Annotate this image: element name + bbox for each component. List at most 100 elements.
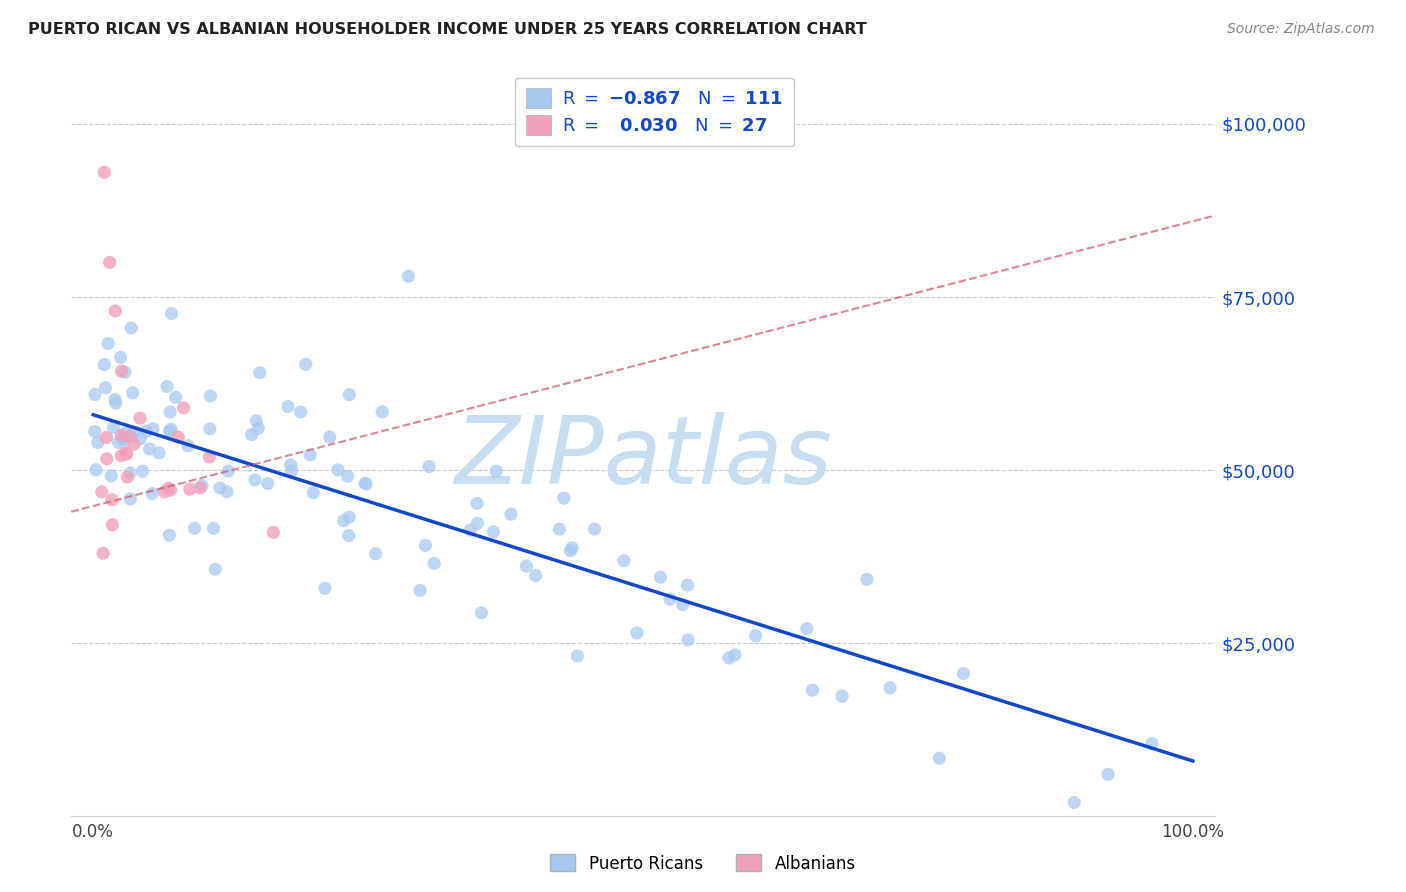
Point: [157, 528, 180, 542]
Point: [650, 570, 672, 584]
Point: [167, 430, 190, 444]
Point: [398, 269, 420, 284]
Point: [153, 484, 176, 499]
Point: [117, 470, 139, 484]
Point: [659, 592, 682, 607]
Point: [101, 517, 124, 532]
Point: [120, 466, 142, 480]
Point: [952, 666, 974, 681]
Point: [204, 562, 226, 576]
Point: [120, 321, 142, 335]
Point: [96, 451, 118, 466]
Point: [485, 464, 508, 478]
Legend: Puerto Ricans, Albanians: Puerto Ricans, Albanians: [544, 847, 862, 880]
Point: [262, 525, 284, 540]
Point: [104, 304, 127, 318]
Point: [131, 464, 153, 478]
Text: Source: ZipAtlas.com: Source: ZipAtlas.com: [1227, 22, 1375, 37]
Point: [524, 568, 547, 582]
Point: [796, 622, 818, 636]
Point: [91, 546, 114, 560]
Point: [100, 468, 122, 483]
Point: [724, 648, 747, 662]
Point: [295, 357, 318, 371]
Point: [177, 439, 200, 453]
Point: [179, 482, 201, 496]
Point: [101, 492, 124, 507]
Point: [110, 364, 132, 378]
Point: [114, 445, 136, 459]
Point: [243, 473, 266, 487]
Point: [124, 425, 146, 439]
Point: [103, 420, 125, 434]
Point: [336, 469, 359, 483]
Point: [831, 689, 853, 703]
Point: [423, 557, 446, 571]
Point: [188, 481, 211, 495]
Point: [354, 476, 377, 491]
Point: [121, 385, 143, 400]
Point: [198, 450, 221, 464]
Point: [104, 392, 127, 407]
Point: [240, 427, 263, 442]
Point: [159, 424, 181, 438]
Point: [202, 521, 225, 535]
Point: [122, 437, 145, 451]
Point: [118, 429, 141, 443]
Point: [561, 541, 583, 555]
Point: [1063, 796, 1085, 810]
Point: [114, 425, 136, 440]
Point: [104, 396, 127, 410]
Point: [302, 485, 325, 500]
Point: [107, 435, 129, 450]
Point: [115, 447, 138, 461]
Point: [290, 405, 312, 419]
Point: [83, 425, 105, 439]
Point: [326, 463, 349, 477]
Point: [676, 632, 699, 647]
Point: [245, 414, 267, 428]
Point: [114, 365, 136, 379]
Point: [418, 459, 440, 474]
Point: [114, 433, 136, 447]
Point: [482, 524, 505, 539]
Point: [717, 651, 740, 665]
Point: [676, 578, 699, 592]
Point: [183, 521, 205, 535]
Point: [148, 446, 170, 460]
Point: [141, 486, 163, 500]
Point: [567, 648, 589, 663]
Point: [548, 522, 571, 536]
Point: [142, 422, 165, 436]
Point: [208, 481, 231, 495]
Point: [129, 432, 152, 446]
Legend: $\mathregular{R\ =\ }$$\mathbf{-0.867}$$\mathregular{\ \ \ N\ =\ }$$\mathbf{111}: $\mathregular{R\ =\ }$$\mathbf{-0.867}$$…: [515, 78, 793, 146]
Point: [280, 464, 302, 478]
Point: [354, 476, 377, 491]
Point: [215, 484, 238, 499]
Point: [93, 358, 115, 372]
Point: [96, 431, 118, 445]
Point: [337, 510, 360, 524]
Point: [337, 388, 360, 402]
Point: [249, 366, 271, 380]
Point: [156, 379, 179, 393]
Point: [626, 626, 648, 640]
Point: [247, 421, 270, 435]
Point: [553, 491, 575, 505]
Point: [856, 573, 879, 587]
Point: [467, 516, 489, 531]
Point: [157, 481, 180, 495]
Point: [470, 606, 492, 620]
Point: [97, 336, 120, 351]
Point: [217, 464, 239, 478]
Point: [165, 390, 187, 404]
Point: [87, 435, 110, 450]
Point: [94, 381, 117, 395]
Point: [256, 476, 278, 491]
Point: [90, 484, 112, 499]
Text: PUERTO RICAN VS ALBANIAN HOUSEHOLDER INCOME UNDER 25 YEARS CORRELATION CHART: PUERTO RICAN VS ALBANIAN HOUSEHOLDER INC…: [28, 22, 868, 37]
Point: [129, 411, 152, 425]
Point: [93, 165, 115, 179]
Point: [409, 583, 432, 598]
